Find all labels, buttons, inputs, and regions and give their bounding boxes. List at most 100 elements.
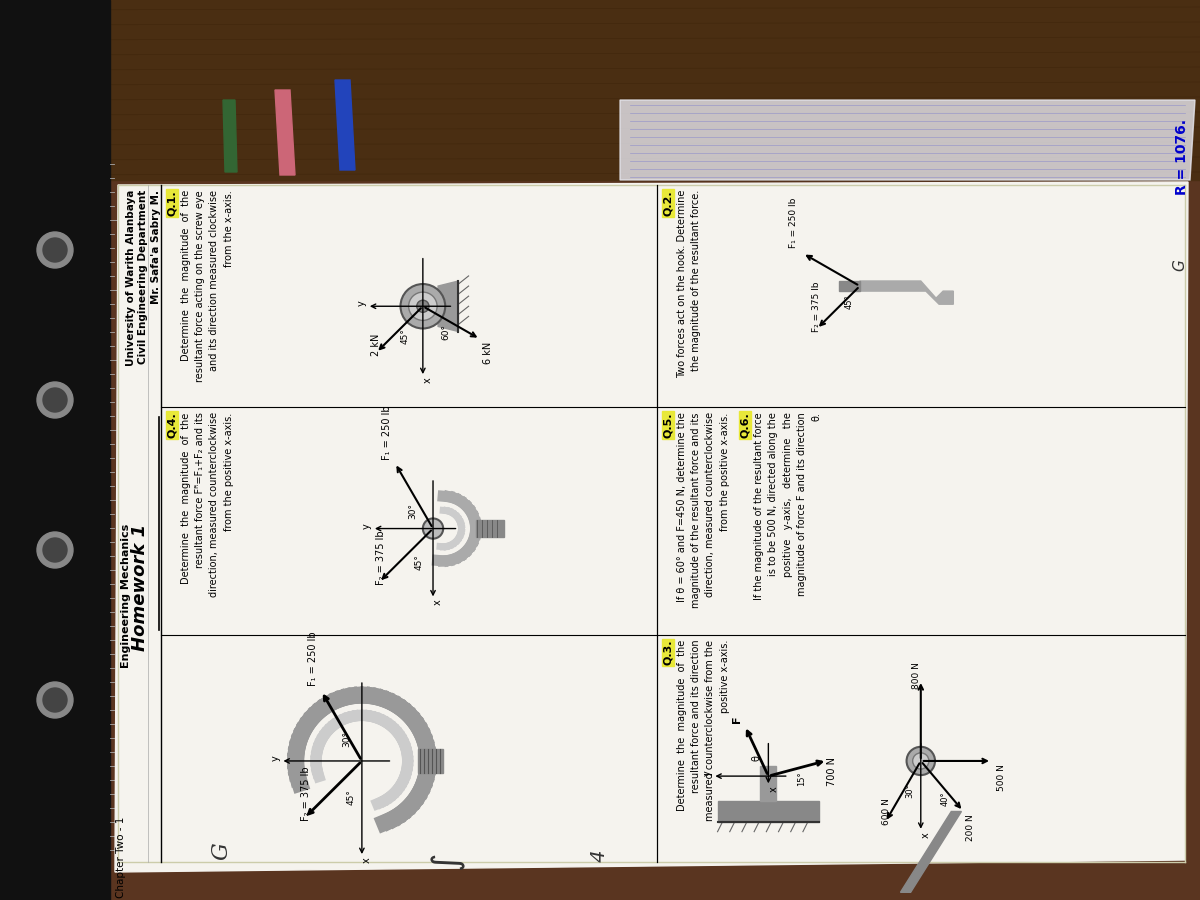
Text: 2 kN: 2 kN bbox=[371, 333, 382, 356]
Circle shape bbox=[37, 532, 73, 568]
Text: 800 N: 800 N bbox=[912, 662, 920, 688]
Text: 30°: 30° bbox=[408, 503, 418, 519]
Text: F₁ = 250 lb: F₁ = 250 lb bbox=[308, 631, 318, 686]
Text: from the positive x-axis.: from the positive x-axis. bbox=[720, 412, 730, 531]
Text: x: x bbox=[920, 832, 931, 838]
Text: Q.4.: Q.4. bbox=[167, 412, 176, 438]
Circle shape bbox=[37, 232, 73, 268]
Text: y: y bbox=[270, 755, 281, 761]
Text: 45°: 45° bbox=[845, 294, 853, 309]
Polygon shape bbox=[860, 281, 953, 304]
Text: Determine  the  magnitude  of  the: Determine the magnitude of the bbox=[677, 640, 686, 811]
Polygon shape bbox=[840, 281, 860, 291]
Text: If the magnitude of the resultant force: If the magnitude of the resultant force bbox=[754, 412, 764, 600]
Text: 60°: 60° bbox=[442, 324, 450, 340]
Text: Engineering Mechanics: Engineering Mechanics bbox=[121, 524, 131, 668]
Text: F₁ = 250 lb: F₁ = 250 lb bbox=[788, 198, 798, 248]
Ellipse shape bbox=[401, 284, 445, 328]
Text: 45°: 45° bbox=[415, 554, 424, 570]
Text: the magnitude of the resultant force.: the magnitude of the resultant force. bbox=[691, 190, 701, 372]
Polygon shape bbox=[275, 90, 295, 175]
Text: 15°: 15° bbox=[797, 771, 806, 786]
Text: y: y bbox=[356, 301, 367, 306]
Text: 600 N: 600 N bbox=[882, 798, 892, 825]
Text: Mr. Safa'a Sabry M.: Mr. Safa'a Sabry M. bbox=[150, 190, 161, 304]
Text: 30°: 30° bbox=[342, 731, 352, 747]
Polygon shape bbox=[418, 749, 443, 773]
Text: 45°: 45° bbox=[401, 328, 409, 345]
Text: Q.6.: Q.6. bbox=[740, 412, 750, 438]
Polygon shape bbox=[620, 100, 1195, 180]
Polygon shape bbox=[718, 801, 820, 822]
Text: from the x-axis.: from the x-axis. bbox=[223, 190, 234, 266]
Text: direction, measured counterclockwise: direction, measured counterclockwise bbox=[706, 412, 715, 598]
Text: Q.2.: Q.2. bbox=[662, 190, 673, 216]
Text: 700 N: 700 N bbox=[827, 758, 838, 787]
Polygon shape bbox=[115, 182, 1188, 872]
Text: Q.1.: Q.1. bbox=[167, 190, 176, 216]
Text: F₂ = 375 lb: F₂ = 375 lb bbox=[376, 530, 386, 585]
Text: 6 kN: 6 kN bbox=[484, 342, 493, 364]
Ellipse shape bbox=[409, 292, 437, 320]
Text: $\int$: $\int$ bbox=[430, 853, 468, 871]
Text: x: x bbox=[422, 377, 433, 382]
Text: x: x bbox=[768, 787, 779, 792]
Text: Two forces act on the hook. Determine: Two forces act on the hook. Determine bbox=[677, 190, 686, 378]
Text: F₁ = 250 lb: F₁ = 250 lb bbox=[382, 405, 392, 460]
Polygon shape bbox=[475, 520, 504, 536]
Circle shape bbox=[37, 382, 73, 418]
Polygon shape bbox=[761, 766, 776, 801]
Polygon shape bbox=[335, 80, 355, 170]
Text: F: F bbox=[732, 716, 742, 723]
Text: resultant force Fᴿ=F₁+F₂ and its: resultant force Fᴿ=F₁+F₂ and its bbox=[196, 412, 205, 568]
Text: and its direction measured clockwise: and its direction measured clockwise bbox=[210, 190, 220, 371]
Text: Determine  the  magnitude  of  the: Determine the magnitude of the bbox=[181, 190, 191, 361]
Text: 30°: 30° bbox=[906, 783, 914, 798]
Text: magnitude of force F and its direction: magnitude of force F and its direction bbox=[797, 412, 806, 596]
Text: F₂ = 375 lb: F₂ = 375 lb bbox=[301, 767, 311, 821]
Text: 40°: 40° bbox=[941, 791, 950, 806]
Polygon shape bbox=[0, 0, 1200, 180]
Text: from the positive x-axis.: from the positive x-axis. bbox=[223, 412, 234, 531]
Ellipse shape bbox=[906, 747, 935, 775]
Text: 45°: 45° bbox=[347, 789, 355, 806]
Text: University of Warith Alanbaya: University of Warith Alanbaya bbox=[126, 190, 136, 366]
Text: is to be 500 N, directed along the: is to be 500 N, directed along the bbox=[768, 412, 779, 576]
Ellipse shape bbox=[422, 518, 443, 539]
Text: magnitude of the resultant force and its: magnitude of the resultant force and its bbox=[691, 412, 701, 608]
Polygon shape bbox=[438, 281, 458, 331]
Text: If θ = 60° and F=450 N, determine the: If θ = 60° and F=450 N, determine the bbox=[677, 412, 686, 602]
Ellipse shape bbox=[416, 301, 428, 312]
Text: x: x bbox=[362, 857, 372, 863]
Polygon shape bbox=[0, 0, 110, 900]
Text: resultant force acting on the screw eye: resultant force acting on the screw eye bbox=[196, 190, 205, 382]
Circle shape bbox=[43, 238, 67, 262]
Text: G: G bbox=[1172, 259, 1188, 271]
Text: G: G bbox=[210, 842, 232, 860]
Text: 4: 4 bbox=[590, 850, 610, 862]
Text: F₂ = 375 lb: F₂ = 375 lb bbox=[811, 282, 821, 332]
Text: y: y bbox=[702, 770, 713, 776]
Circle shape bbox=[37, 682, 73, 718]
Text: Chapter Two - 1: Chapter Two - 1 bbox=[116, 816, 126, 898]
Text: direction, measured counterclockwise: direction, measured counterclockwise bbox=[210, 412, 220, 598]
Text: measured counterclockwise from the: measured counterclockwise from the bbox=[706, 640, 715, 821]
Text: θ.: θ. bbox=[811, 412, 821, 421]
Text: positive x-axis.: positive x-axis. bbox=[720, 640, 730, 713]
Circle shape bbox=[43, 688, 67, 712]
Text: 500 N: 500 N bbox=[997, 764, 1006, 791]
Circle shape bbox=[43, 388, 67, 412]
Text: Homework 1: Homework 1 bbox=[131, 524, 149, 651]
Text: Civil Engineering Department: Civil Engineering Department bbox=[138, 190, 149, 364]
Polygon shape bbox=[223, 100, 238, 172]
Text: Determine  the  magnitude  of  the: Determine the magnitude of the bbox=[181, 412, 191, 583]
Text: 200 N: 200 N bbox=[966, 814, 976, 841]
Text: Q.3.: Q.3. bbox=[662, 640, 673, 665]
Text: x: x bbox=[433, 599, 443, 605]
Text: R = 1076.: R = 1076. bbox=[1175, 119, 1189, 195]
Text: y: y bbox=[362, 523, 372, 528]
Text: resultant force and its direction: resultant force and its direction bbox=[691, 640, 701, 793]
Text: Q.5.: Q.5. bbox=[662, 412, 673, 438]
Text: positive   y-axis,   determine   the: positive y-axis, determine the bbox=[782, 412, 792, 577]
Circle shape bbox=[43, 538, 67, 562]
